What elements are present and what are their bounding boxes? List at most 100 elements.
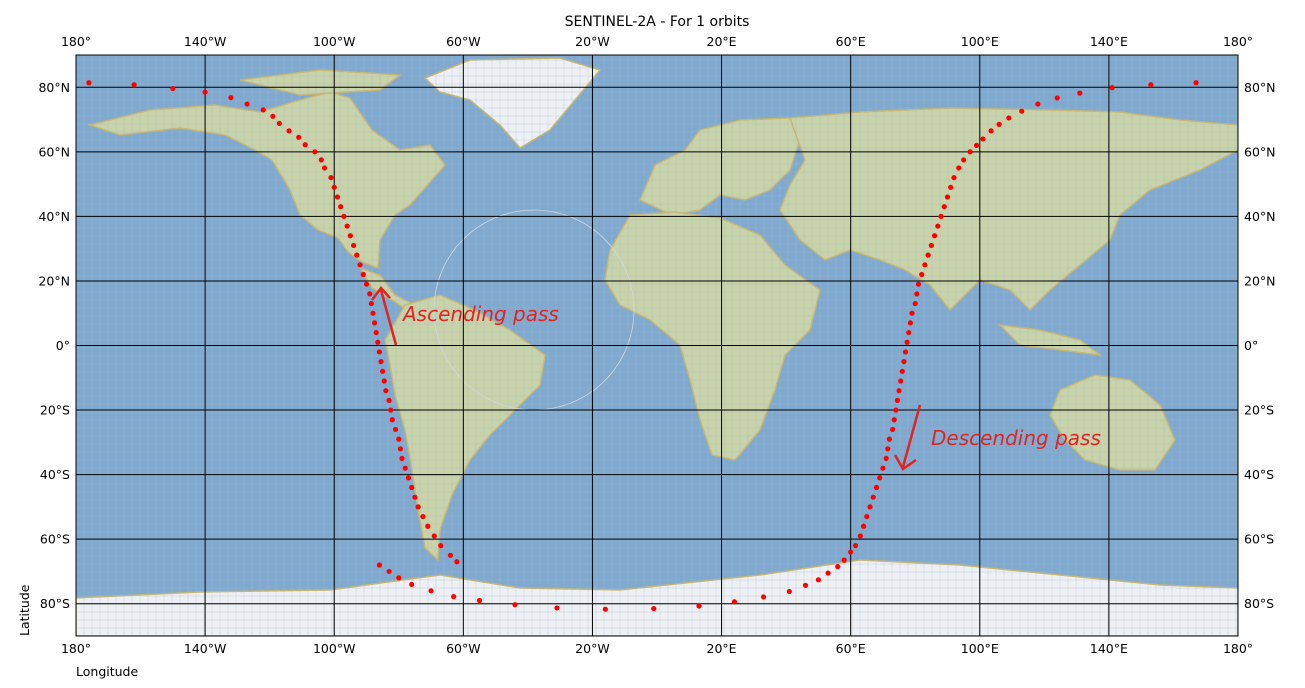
track-point xyxy=(825,570,831,576)
track-point xyxy=(925,252,931,258)
track-point xyxy=(967,149,973,155)
track-point xyxy=(877,475,883,481)
track-point xyxy=(902,349,909,355)
y-tick-label-right: 20°S xyxy=(1244,403,1274,418)
x-tick-label-top: 20°W xyxy=(575,34,610,49)
track-point xyxy=(815,577,821,583)
track-point xyxy=(898,378,904,384)
track-point xyxy=(961,157,967,163)
track-point xyxy=(447,552,454,558)
track-point xyxy=(396,575,402,581)
track-point xyxy=(338,204,344,210)
track-point xyxy=(1019,108,1025,114)
track-point xyxy=(883,455,889,462)
track-point xyxy=(860,523,867,529)
track-point xyxy=(438,543,444,549)
track-point xyxy=(370,310,376,316)
y-tick-label-left: 80°S xyxy=(40,596,70,611)
x-tick-label-bottom: 180° xyxy=(1223,641,1253,656)
y-tick-label-left: 80°N xyxy=(38,80,70,95)
track-point xyxy=(1006,115,1012,121)
x-tick-label-bottom: 20°E xyxy=(707,641,737,656)
track-point xyxy=(350,242,357,249)
track-point xyxy=(380,368,386,374)
track-point xyxy=(86,80,92,86)
track-point xyxy=(899,368,905,374)
descending-label: Descending pass xyxy=(931,426,1101,450)
track-point xyxy=(996,121,1002,127)
track-point xyxy=(896,388,902,394)
track-point xyxy=(980,136,986,142)
track-point xyxy=(368,300,374,307)
map-title: SENTINEL-2A - For 1 orbits xyxy=(565,14,750,30)
x-ticks-bottom: 180° 140°W 100°W 60°W 20°W 20°E 60°E 100°E 140°E… xyxy=(61,641,1253,656)
x-tick-label-top: 140°W xyxy=(184,34,226,49)
y-tick-label-left: 60°N xyxy=(38,144,70,159)
track-point xyxy=(988,128,994,134)
track-point xyxy=(602,606,608,612)
track-point xyxy=(904,339,910,345)
y-tick-label-right: 80°N xyxy=(1244,80,1276,95)
track-point xyxy=(880,465,886,471)
track-point xyxy=(415,504,421,510)
track-point xyxy=(907,320,913,326)
track-point xyxy=(363,281,370,287)
y-tick-label-left: 20°S xyxy=(40,403,70,418)
track-point xyxy=(170,85,176,92)
y-ticks-right: 80°N 60°N 40°N 20°N 0° 20°S 40°S 60°S 80°S xyxy=(1244,80,1276,611)
track-point xyxy=(347,233,353,239)
ascending-arrow xyxy=(379,289,398,346)
track-point xyxy=(894,397,901,403)
track-point xyxy=(873,484,880,491)
x-tick-label-bottom: 140°E xyxy=(1090,641,1128,656)
descending-arrow xyxy=(901,404,922,468)
track-point xyxy=(915,281,922,287)
track-point xyxy=(376,349,383,355)
track-point xyxy=(367,291,373,297)
x-tick-label-bottom: 100°W xyxy=(313,641,355,656)
track-point xyxy=(331,184,337,190)
y-tick-label-right: 0° xyxy=(1244,338,1258,353)
ascending-arrowhead xyxy=(371,286,391,301)
track-point xyxy=(864,513,870,520)
map-frame xyxy=(75,54,1239,637)
track-point xyxy=(852,543,859,549)
track-point xyxy=(893,407,899,413)
track-point xyxy=(886,436,893,442)
track-point xyxy=(428,588,434,594)
track-point xyxy=(935,223,941,229)
track-point xyxy=(376,562,383,568)
track-point xyxy=(386,397,392,403)
track-point xyxy=(885,446,891,452)
track-point xyxy=(392,426,399,433)
track-point xyxy=(412,494,418,500)
track-point xyxy=(786,588,792,595)
track-point xyxy=(405,475,412,481)
track-point xyxy=(420,513,426,520)
y-tick-label-right: 40°N xyxy=(1244,209,1276,224)
track-point xyxy=(901,359,907,365)
track-point xyxy=(956,165,962,171)
track-point xyxy=(909,310,915,316)
track-point xyxy=(948,184,954,190)
track-point xyxy=(476,597,483,604)
x-tick-label-top: 180° xyxy=(61,34,91,49)
track-point xyxy=(1035,101,1041,107)
x-ticks-top: 180° 140°W 100°W 60°W 20°W 20°E 60°E 100°E 140°E… xyxy=(61,34,1253,49)
track-point xyxy=(357,262,363,268)
track-point xyxy=(341,213,347,219)
y-tick-label-right: 20°N xyxy=(1244,273,1276,288)
track-point xyxy=(276,120,282,127)
track-point xyxy=(425,523,431,529)
x-tick-label-bottom: 180° xyxy=(61,641,91,656)
track-point xyxy=(260,107,266,113)
x-tick-label-top: 60°E xyxy=(836,34,866,49)
track-point xyxy=(228,95,234,101)
track-point xyxy=(383,388,389,394)
track-point xyxy=(402,465,408,471)
x-tick-label-top: 180° xyxy=(1223,34,1253,49)
track-point xyxy=(131,82,137,88)
track-point xyxy=(360,271,366,278)
track-point xyxy=(396,436,402,442)
track-point xyxy=(731,599,738,605)
